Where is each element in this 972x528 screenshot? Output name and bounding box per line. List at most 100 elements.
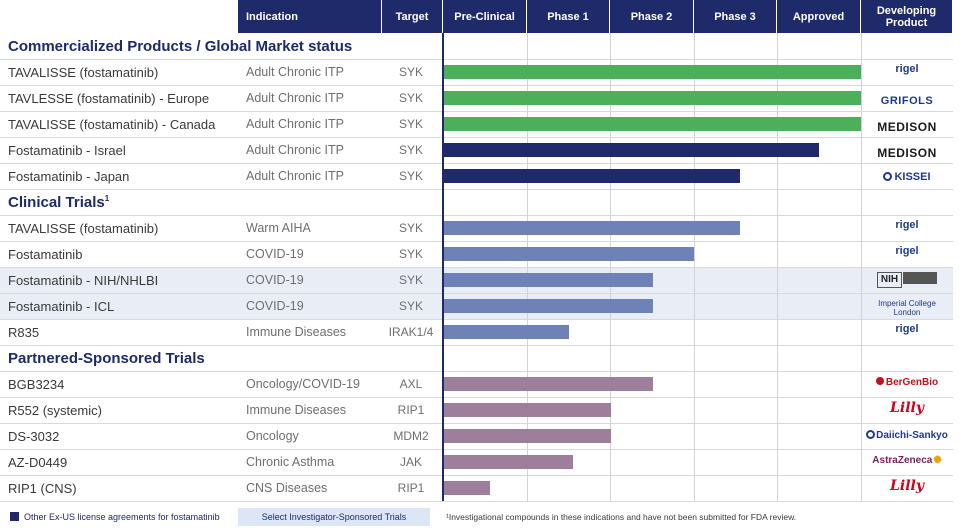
indication: Oncology bbox=[246, 429, 299, 443]
footnote: ¹Investigational compounds in these indi… bbox=[446, 512, 797, 522]
bergenbio-logo: BerGenBio bbox=[866, 377, 948, 388]
indication: Warm AIHA bbox=[246, 221, 311, 235]
kissei-logo: KISSEI bbox=[866, 171, 948, 183]
indication: Adult Chronic ITP bbox=[246, 169, 344, 183]
indication: Chronic Asthma bbox=[246, 455, 335, 469]
phase-divider bbox=[527, 33, 528, 501]
product-name: Fostamatinib - Japan bbox=[8, 169, 130, 184]
target: AXL bbox=[399, 377, 423, 391]
progress-bar bbox=[444, 325, 569, 339]
header-developing-line1: Developing bbox=[876, 4, 937, 17]
indication: Adult Chronic ITP bbox=[246, 91, 344, 105]
product-name: R835 bbox=[8, 325, 40, 340]
target: SYK bbox=[398, 299, 423, 313]
astrazeneca-wordmark: AstraZeneca bbox=[872, 455, 933, 466]
table-row: Fostamatinib - Japan Adult Chronic ITP S… bbox=[0, 164, 953, 190]
section-title-text: Clinical Trials bbox=[8, 194, 105, 211]
header-developing-product: Developing Product bbox=[861, 0, 953, 33]
product-name: TAVALISSE (fostamatinib) bbox=[8, 65, 159, 80]
indication: Adult Chronic ITP bbox=[246, 143, 344, 157]
progress-bar bbox=[444, 117, 861, 131]
indication: Adult Chronic ITP bbox=[246, 117, 344, 131]
target: MDM2 bbox=[393, 429, 429, 443]
product-name: TAVALISSE (fostamatinib) bbox=[8, 221, 159, 236]
indication: CNS Diseases bbox=[246, 481, 328, 495]
target: SYK bbox=[398, 91, 423, 105]
product-name: Fostamatinib - ICL bbox=[8, 299, 115, 314]
progress-bar bbox=[444, 91, 861, 105]
product-name: DS-3032 bbox=[8, 429, 60, 444]
table-row: TAVLESSE (fostamatinib) - Europe Adult C… bbox=[0, 86, 953, 112]
section-commercialized: Commercialized Products / Global Market … bbox=[0, 34, 953, 60]
daiichi-mark-icon bbox=[866, 430, 876, 439]
lilly-logo: Lilly bbox=[890, 400, 924, 416]
header-pre-clinical: Pre-Clinical bbox=[443, 0, 527, 33]
progress-bar bbox=[444, 299, 653, 313]
daiichi-logo: Daiichi-Sankyo bbox=[866, 430, 948, 441]
table-row: R552 (systemic) Immune Diseases RIP1 bbox=[0, 398, 953, 424]
table-row: DS-3032 Oncology MDM2 bbox=[0, 424, 953, 450]
rigel-logo: rigel bbox=[895, 245, 919, 257]
table-row: TAVALISSE (fostamatinib) - Canada Adult … bbox=[0, 112, 953, 138]
target: SYK bbox=[398, 169, 423, 183]
legend-investigator-sponsored: Select Investigator-Sponsored Trials bbox=[238, 508, 430, 526]
table-row: R835 Immune Diseases IRAK1/4 bbox=[0, 320, 953, 346]
kissei-wordmark: KISSEI bbox=[894, 171, 931, 183]
table-row: TAVALISSE (fostamatinib) Warm AIHA SYK bbox=[0, 216, 953, 242]
imperial-logo: Imperial College London bbox=[878, 299, 936, 317]
progress-bar bbox=[444, 221, 740, 235]
progress-bar bbox=[444, 429, 611, 443]
table-row: RIP1 (CNS) CNS Diseases RIP1 bbox=[0, 476, 953, 502]
target: SYK bbox=[398, 247, 423, 261]
section-partnered-trials: Partnered-Sponsored Trials bbox=[0, 346, 953, 372]
footnote-marker: 1 bbox=[104, 194, 110, 203]
product-name: RIP1 (CNS) bbox=[8, 481, 77, 496]
bergenbio-wordmark: BerGenBio bbox=[885, 377, 939, 388]
indication: COVID-19 bbox=[246, 273, 304, 287]
lilly-logo: Lilly bbox=[890, 478, 924, 494]
table-row: AZ-D0449 Chronic Asthma JAK bbox=[0, 450, 953, 476]
indication: Immune Diseases bbox=[246, 403, 347, 417]
astrazeneca-logo: AstraZeneca✺ bbox=[866, 455, 948, 466]
product-name: AZ-D0449 bbox=[8, 455, 68, 470]
kissei-mark-icon bbox=[883, 172, 893, 181]
header-phase-3: Phase 3 bbox=[694, 0, 777, 33]
product-name: Fostamatinib - NIH/NHLBI bbox=[8, 273, 159, 288]
target: SYK bbox=[398, 221, 423, 235]
product-name: R552 (systemic) bbox=[8, 403, 102, 418]
product-name: TAVLESSE (fostamatinib) - Europe bbox=[8, 91, 210, 106]
header-phase-1: Phase 1 bbox=[527, 0, 610, 33]
daiichi-wordmark: Daiichi-Sankyo bbox=[876, 430, 948, 441]
progress-bar bbox=[444, 455, 573, 469]
indication: Immune Diseases bbox=[246, 325, 347, 339]
legend-navy-swatch bbox=[10, 512, 19, 521]
target: SYK bbox=[398, 65, 423, 79]
target: SYK bbox=[398, 143, 423, 157]
product-name: Fostamatinib bbox=[8, 247, 83, 262]
header-phase-2: Phase 2 bbox=[610, 0, 694, 33]
progress-bar bbox=[444, 247, 694, 261]
progress-bar bbox=[444, 143, 819, 157]
medison-logo: MEDISON bbox=[877, 146, 937, 160]
header-target: Target bbox=[382, 0, 443, 33]
table-row: BGB3234 Oncology/COVID-19 AXL bbox=[0, 372, 953, 398]
section-title: Partnered-Sponsored Trials bbox=[8, 350, 205, 367]
grifols-logo: GRIFOLS bbox=[880, 95, 934, 107]
product-name: Fostamatinib - Israel bbox=[8, 143, 126, 158]
target: IRAK1/4 bbox=[388, 325, 434, 339]
target: RIP1 bbox=[397, 481, 425, 495]
nih-wordmark: NIH bbox=[876, 272, 903, 288]
header-indication: Indication bbox=[238, 0, 382, 33]
indication: Adult Chronic ITP bbox=[246, 65, 344, 79]
astrazeneca-mark-icon: ✺ bbox=[933, 455, 942, 466]
progress-bar bbox=[444, 481, 490, 495]
table-row: Fostamatinib COVID-19 SYK bbox=[0, 242, 953, 268]
target: JAK bbox=[399, 455, 422, 469]
rigel-logo: rigel bbox=[895, 219, 919, 231]
section-clinical-trials: Clinical Trials1 bbox=[0, 190, 953, 216]
target: SYK bbox=[398, 273, 423, 287]
phase-divider bbox=[694, 33, 695, 501]
bergenbio-mark-icon bbox=[875, 377, 884, 385]
legend-license-label: Other Ex-US license agreements for fosta… bbox=[24, 512, 220, 522]
header-developing-line2: Product bbox=[885, 16, 928, 29]
